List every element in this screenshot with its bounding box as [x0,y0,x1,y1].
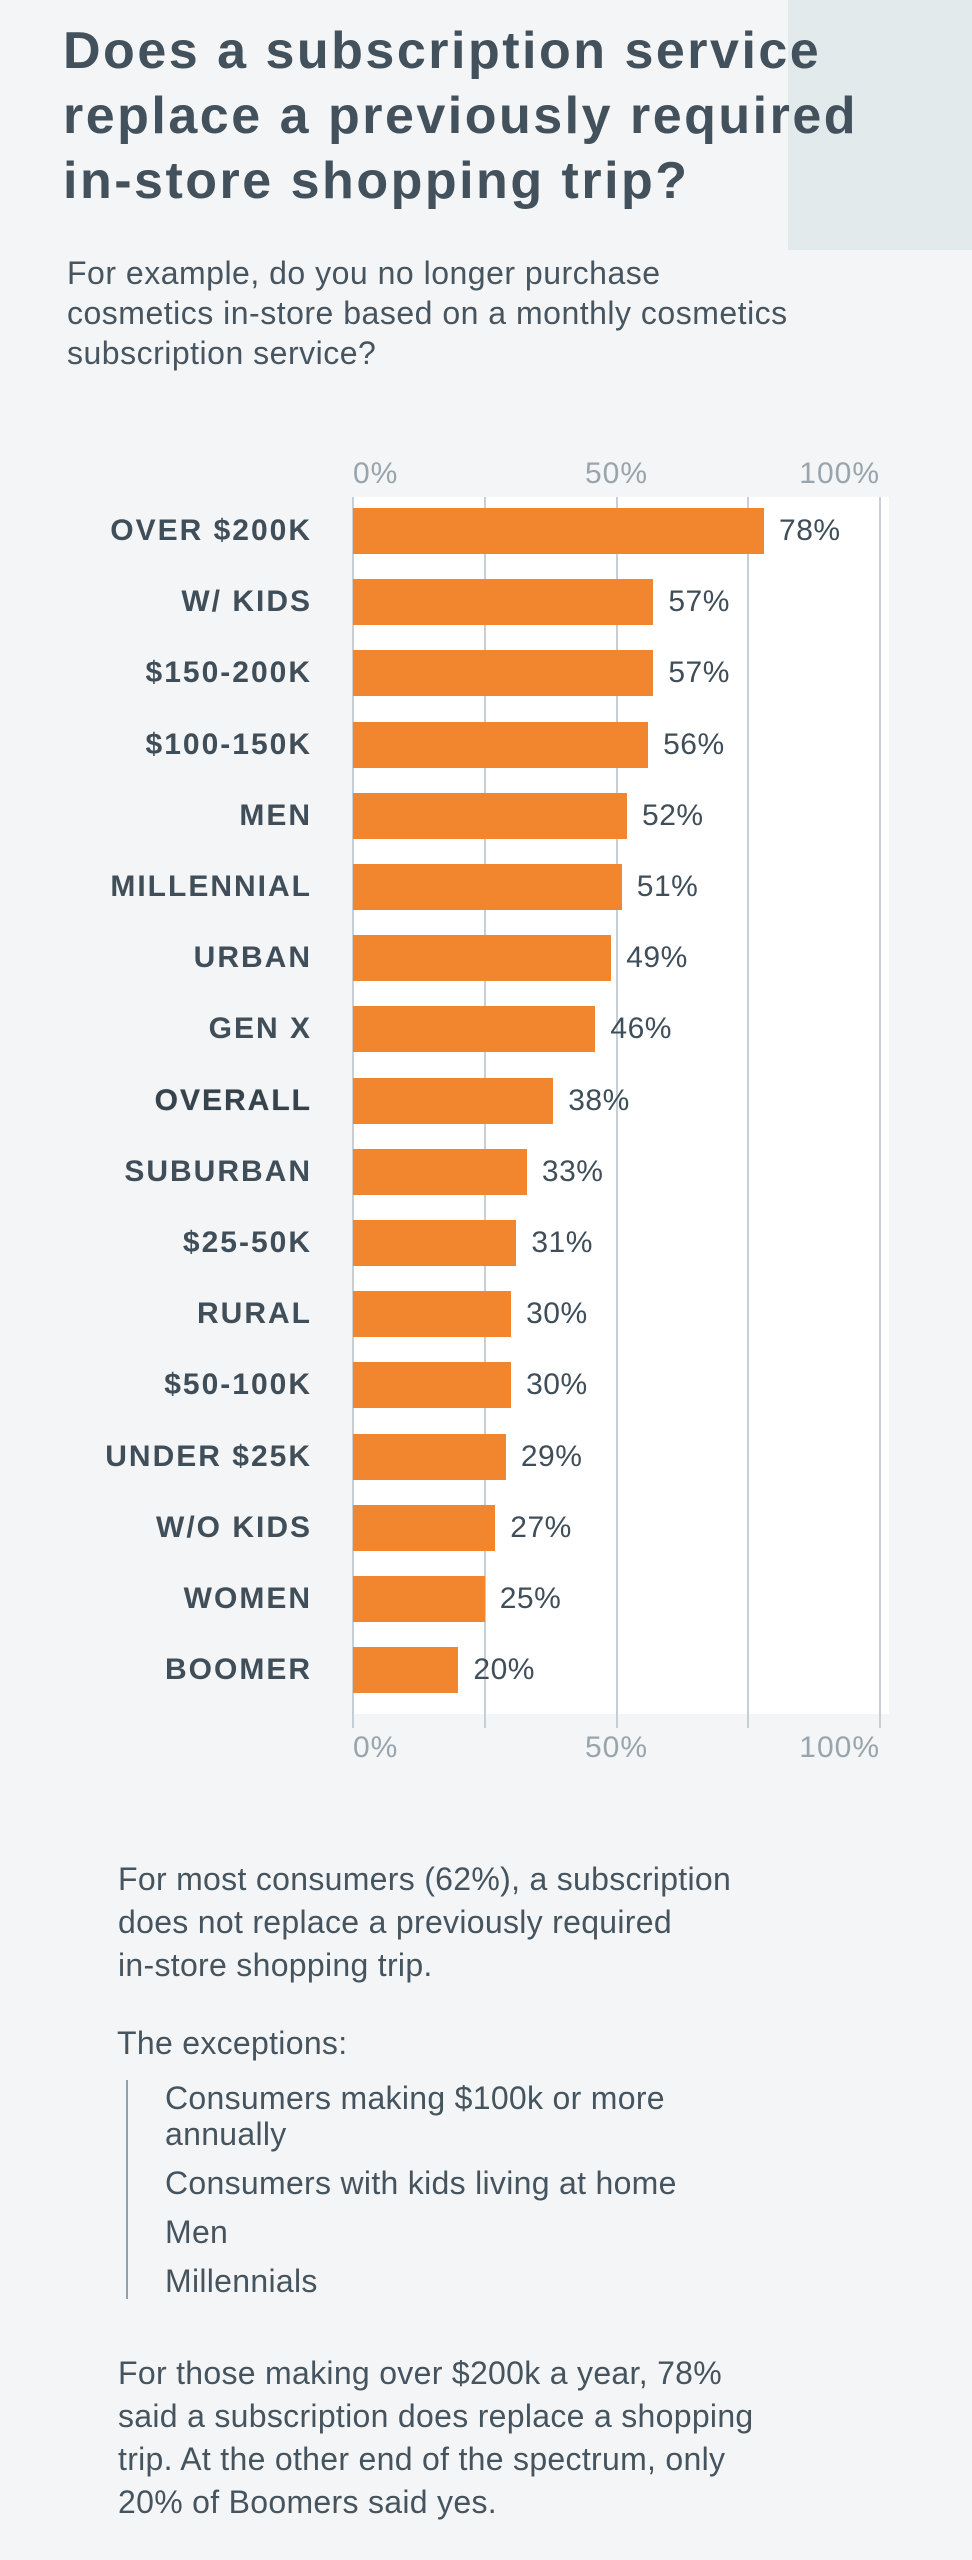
value-label: 78% [779,514,841,547]
bar [353,1362,512,1409]
value-label: 49% [626,941,688,975]
detail-paragraph: For those making over $200k a year, 78% … [118,2355,754,2520]
bar [353,1077,554,1124]
category-label: OVER $200K [110,514,312,547]
page-title: Does a subscription service replace a pr… [63,22,859,210]
exceptions-list-item: Men [165,2214,229,2250]
bar [353,1576,485,1622]
exceptions-list-item: Consumers making $100k or more annually [165,2080,665,2152]
axis-tick-label-50pct: 50% [584,1731,649,1764]
value-label: 57% [668,585,730,619]
value-label: 29% [520,1439,583,1473]
bar [353,650,654,697]
bar [353,1291,512,1338]
gridline-50pct [615,497,618,1728]
page-subtitle: For example, do you no longer purchase c… [67,255,788,371]
value-label: 33% [541,1154,604,1188]
bar [353,1220,517,1266]
gridline-75pct [747,497,750,1728]
value-label: 31% [531,1226,593,1259]
value-label: 25% [499,1582,562,1615]
category-label: GEN X [208,1012,312,1046]
axis-tick-label-100pct: 100% [799,457,880,490]
decorative-corner-rectangle [788,0,972,250]
value-label: 57% [668,656,730,690]
bar [353,1504,496,1551]
exceptions-heading: The exceptions: [117,2025,348,2061]
category-label: SUBURBAN [124,1154,312,1188]
gridline-100pct [879,497,881,1728]
axis-tick-label-100pct: 100% [799,1731,880,1764]
category-label: W/ KIDS [181,585,312,619]
value-label: 52% [642,798,704,832]
bar [353,792,628,839]
category-label: MEN [239,798,312,832]
exceptions-list-item: Millennials [165,2263,318,2299]
value-label: 30% [526,1297,588,1331]
bar [353,1647,459,1694]
value-label: 38% [568,1083,630,1117]
value-label: 27% [510,1510,572,1544]
category-label: BOOMER [165,1653,312,1687]
category-label: $25-50K [182,1226,312,1259]
category-label: MILLENNIAL [110,870,312,903]
category-label: UNDER $25K [105,1439,312,1473]
value-label: 51% [636,870,699,903]
summary-paragraph: For most consumers (62%), a subscription… [118,1861,732,1983]
bar [353,864,622,910]
bar [353,579,654,626]
value-label: 20% [473,1653,535,1687]
axis-tick-label-0pct: 0% [353,457,399,490]
exceptions-list: Consumers making $100k or more annually C… [126,2080,677,2299]
bar [353,935,612,982]
category-label: W/O KIDS [156,1510,312,1544]
category-label: $100-150K [145,727,312,761]
category-label: $150-200K [145,656,312,690]
value-label: 30% [526,1368,588,1402]
exceptions-list-item: Consumers with kids living at home [165,2165,677,2201]
bar [353,721,649,768]
category-label: $50-100K [164,1368,312,1402]
bar [353,1433,506,1480]
bar [353,508,765,554]
category-label: RURAL [197,1297,312,1331]
category-label: OVERALL [154,1083,312,1117]
bar [353,1148,527,1195]
axis-tick-label-0pct: 0% [353,1731,399,1764]
bar [353,1006,596,1053]
axis-tick-label-50pct: 50% [584,457,649,490]
category-label: WOMEN [183,1582,312,1615]
value-label: 46% [610,1012,672,1046]
category-label: URBAN [193,941,312,975]
value-label: 56% [663,727,725,761]
